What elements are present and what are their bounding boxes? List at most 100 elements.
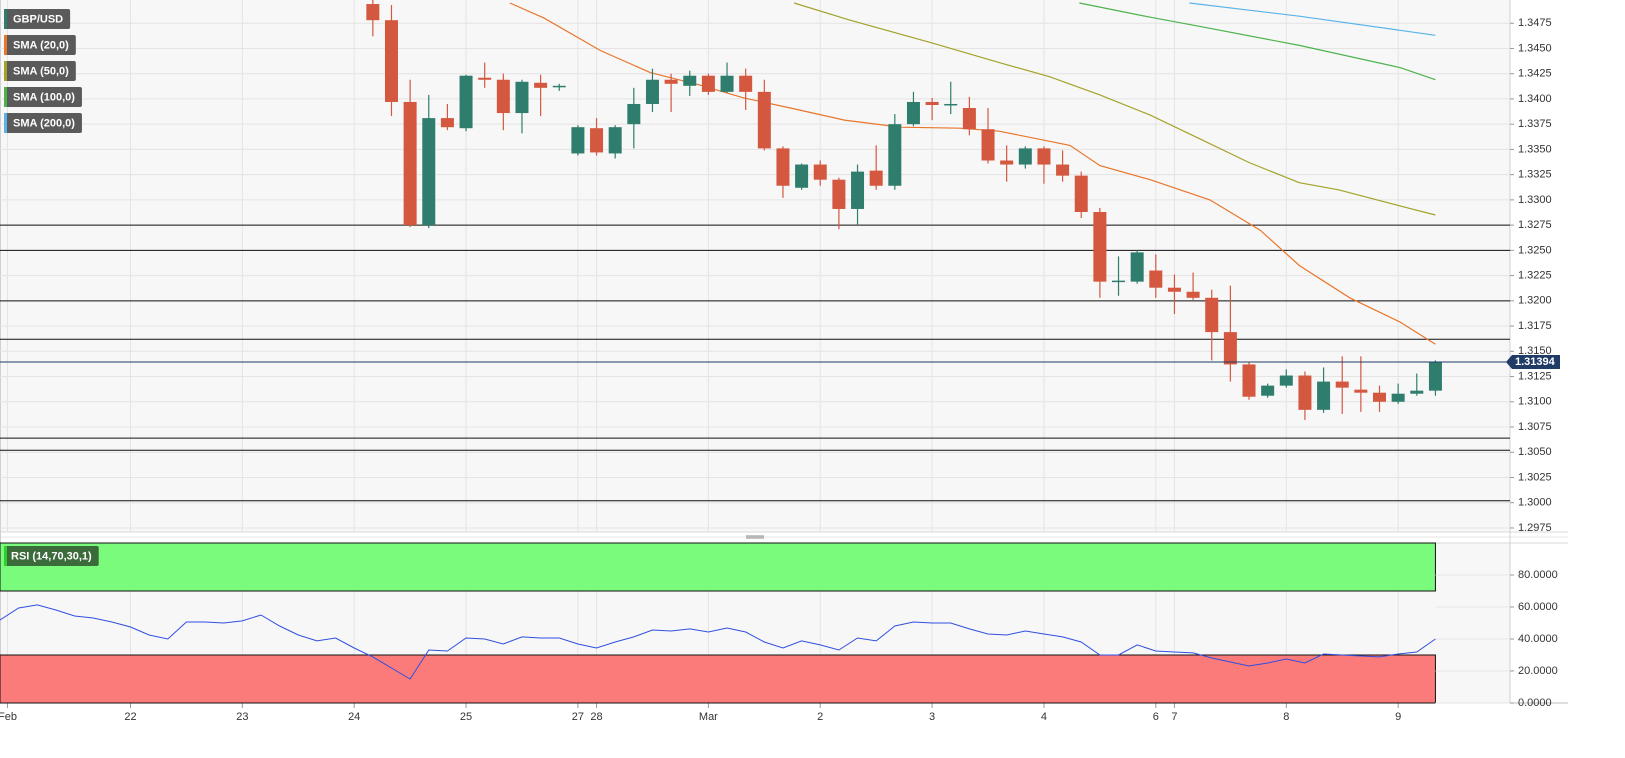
indicator-label: RSI (14,70,30,1) xyxy=(4,546,99,566)
candle-body xyxy=(1074,175,1088,212)
candle-body xyxy=(1242,364,1256,397)
legend-label: GBP/USD xyxy=(13,13,63,25)
y-tick-label: 1.3450 xyxy=(1518,42,1552,54)
candle-body xyxy=(1391,393,1405,402)
candle-body xyxy=(590,128,604,153)
y-tick-label: 1.3375 xyxy=(1518,118,1552,130)
indicator-chip xyxy=(4,546,99,566)
candle-body xyxy=(1000,160,1014,165)
legend-item: SMA (20,0) xyxy=(4,35,76,55)
candle-body xyxy=(1335,381,1349,388)
y-tick-label: 1.3000 xyxy=(1518,497,1552,509)
candle-body xyxy=(515,81,529,114)
legend-item: SMA (50,0) xyxy=(4,61,76,81)
candle-body xyxy=(944,103,958,106)
y-tick-label: 1.3425 xyxy=(1518,68,1552,80)
y-tick-label: 0.0000 xyxy=(1518,697,1552,709)
candle-body xyxy=(832,179,846,209)
y-tick-label: 1.3025 xyxy=(1518,471,1552,483)
y-tick-label: 40.0000 xyxy=(1518,633,1558,645)
x-tick-label: 9 xyxy=(1395,711,1401,723)
last-price-tag xyxy=(1506,355,1560,370)
legend-label: SMA (200,0) xyxy=(13,117,75,129)
x-tick-label: 24 xyxy=(348,711,360,723)
candle-body xyxy=(478,77,492,80)
candle-body xyxy=(851,171,865,209)
x-tick-label: Mar xyxy=(699,711,718,723)
candle-body xyxy=(1261,385,1275,396)
candle-body xyxy=(795,164,809,188)
y-tick-label: 1.3175 xyxy=(1518,320,1552,332)
candle-body xyxy=(608,127,622,154)
candle-body xyxy=(869,170,883,186)
legend-chip xyxy=(4,35,76,55)
candle-body xyxy=(906,101,920,125)
candle-body xyxy=(1410,390,1424,394)
y-tick-label: 1.3275 xyxy=(1518,219,1552,231)
sma-line xyxy=(1079,2,1436,81)
candle-body xyxy=(1373,392,1387,402)
candle-body xyxy=(664,79,678,84)
x-tick-label: 25 xyxy=(460,711,472,723)
y-tick-label: 1.3050 xyxy=(1518,446,1552,458)
sma-line xyxy=(509,2,1436,345)
sma-line xyxy=(793,2,1436,216)
candle-body xyxy=(1279,375,1293,386)
candle-body xyxy=(627,103,641,125)
legend-chip xyxy=(4,9,71,29)
y-tick-label: 1.3400 xyxy=(1518,93,1552,105)
sma-line xyxy=(1189,2,1436,36)
candle-body xyxy=(496,79,510,114)
candle-body xyxy=(1186,291,1200,298)
y-tick-label: 1.3350 xyxy=(1518,143,1552,155)
x-tick-label: 3 xyxy=(929,711,935,723)
legend-label: SMA (100,0) xyxy=(13,91,75,103)
legend-swatch xyxy=(4,113,7,133)
x-tick-label: Feb xyxy=(0,711,17,723)
x-tick-label: 27 xyxy=(572,711,584,723)
rsi-line xyxy=(0,604,1436,680)
candle-body xyxy=(1093,211,1107,282)
candle-body xyxy=(1167,287,1181,292)
candle-body xyxy=(384,20,398,102)
y-tick-label: 1.3325 xyxy=(1518,169,1552,181)
candle-body xyxy=(1149,270,1163,288)
y-tick-label: 20.0000 xyxy=(1518,665,1558,677)
indicator-title: RSI (14,70,30,1) xyxy=(11,550,92,562)
x-tick-label: 22 xyxy=(124,711,136,723)
candle-body xyxy=(1056,164,1070,176)
legend-item: SMA (200,0) xyxy=(4,113,82,133)
candle-body xyxy=(366,4,380,21)
indicator-swatch xyxy=(4,546,7,566)
y-tick-label: 1.3100 xyxy=(1518,396,1552,408)
candle-body xyxy=(1018,148,1032,165)
candle-body xyxy=(440,118,454,128)
candle-body xyxy=(1317,381,1331,410)
candle-body xyxy=(552,85,566,88)
legend-swatch xyxy=(4,61,7,81)
y-tick-label: 1.3075 xyxy=(1518,421,1552,433)
candle-body xyxy=(459,75,473,129)
legend-chip xyxy=(4,87,82,107)
x-tick-label: 7 xyxy=(1171,711,1177,723)
candle-body xyxy=(683,75,697,86)
legend-label: SMA (50,0) xyxy=(13,65,69,77)
label-layer: Feb 22 23 24 25 27 28 Mar 2 3 4 6 7 8 91.34751.34501.3… xyxy=(0,9,1560,723)
candle-body xyxy=(1130,252,1144,282)
x-tick-label: 28 xyxy=(590,711,602,723)
candle-body xyxy=(1205,297,1219,333)
legend-swatch xyxy=(4,9,7,29)
legend-item: SMA (100,0) xyxy=(4,87,82,107)
candle-body xyxy=(739,75,753,92)
x-tick-label: 4 xyxy=(1041,711,1047,723)
candle-body xyxy=(757,91,771,149)
candle-body xyxy=(888,124,902,186)
x-tick-label: 2 xyxy=(817,711,823,723)
candle-body xyxy=(1298,375,1312,410)
y-tick-label: 1.3150 xyxy=(1518,345,1552,357)
candle-body xyxy=(701,75,715,92)
candle-body xyxy=(403,101,417,226)
y-tick-label: 1.3250 xyxy=(1518,244,1552,256)
